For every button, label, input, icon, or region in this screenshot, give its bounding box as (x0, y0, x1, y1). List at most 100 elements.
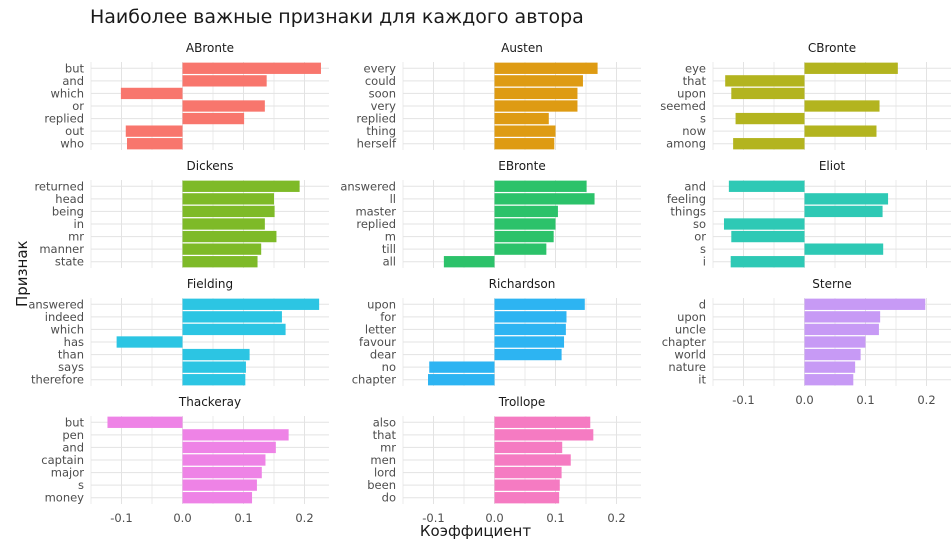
category-label: replied (44, 112, 84, 126)
facet-title: Richardson (489, 277, 556, 291)
bar (126, 138, 183, 150)
x-tick-label: 0.2 (295, 511, 313, 525)
x-axis-label: Коэффициент (419, 522, 532, 540)
bar (182, 361, 246, 373)
bar (804, 125, 877, 137)
category-label: in (74, 217, 84, 231)
facet-title: Eliot (819, 159, 846, 173)
bar (494, 441, 563, 454)
bar (494, 75, 583, 87)
bar (494, 323, 566, 336)
category-label: feeling (667, 192, 706, 206)
bar (107, 416, 183, 428)
category-label: s (700, 112, 706, 126)
bar (804, 62, 898, 74)
x-tick-label: -0.1 (110, 511, 132, 525)
category-label: chapter (662, 335, 707, 349)
category-label: uncle (675, 322, 706, 336)
bar (182, 180, 300, 192)
bar (731, 230, 805, 243)
bar (494, 298, 585, 310)
category-label: major (51, 466, 84, 480)
category-label: it (698, 373, 706, 387)
category-label: and (62, 440, 84, 454)
category-label: nature (668, 360, 706, 374)
x-tick-label: 0.0 (485, 511, 503, 525)
x-tick-label: -0.1 (422, 511, 444, 525)
bar (182, 429, 289, 441)
category-label: so (693, 217, 706, 231)
category-label: herself (357, 137, 397, 151)
bar (120, 87, 183, 100)
facet-title: Thackeray (178, 395, 241, 409)
category-label: eye (685, 61, 706, 75)
category-label: among (666, 137, 706, 151)
category-label: head (55, 192, 84, 206)
bar (494, 87, 578, 100)
category-label: which (50, 322, 84, 336)
bar (735, 112, 805, 125)
bar (494, 230, 554, 243)
bar (804, 298, 926, 310)
facet-panel-austen: Austen everycouldsoonveryrepliedthinghers… (356, 41, 641, 151)
category-label: upon (677, 310, 706, 324)
bar (182, 454, 266, 466)
bar (428, 374, 495, 386)
facet-panel-richardson: Richardson uponforletterfavourdearnochapt… (352, 277, 641, 387)
bar (494, 62, 598, 74)
bar (182, 75, 267, 87)
category-label: out (65, 124, 84, 138)
category-label: being (52, 204, 84, 218)
x-tick-label: -0.1 (732, 393, 754, 407)
bar (182, 256, 258, 268)
category-label: manner (39, 242, 84, 256)
category-label: replied (356, 112, 396, 126)
category-label: that (683, 74, 707, 88)
bar (804, 336, 866, 348)
bar (182, 492, 253, 504)
category-label: dear (370, 348, 396, 362)
bar (494, 218, 556, 230)
category-label: or (694, 230, 706, 244)
category-label: been (367, 478, 396, 492)
category-label: also (373, 415, 396, 429)
category-label: m (385, 230, 396, 244)
category-label: no (382, 360, 396, 374)
facet-title: Sterne (812, 277, 851, 291)
category-label: could (365, 74, 396, 88)
bar (182, 298, 320, 310)
bar (804, 205, 883, 218)
category-label: s (700, 242, 706, 256)
bar (182, 100, 265, 112)
category-label: seemed (660, 99, 706, 113)
bar (494, 429, 594, 441)
category-label: favour (359, 335, 396, 349)
bar (494, 112, 549, 125)
bar (804, 323, 879, 336)
category-label: says (58, 360, 84, 374)
bar (494, 193, 595, 205)
bar (728, 180, 805, 192)
bar (182, 205, 275, 218)
bar (494, 205, 558, 218)
bar (116, 336, 183, 348)
bar (429, 361, 495, 373)
category-label: indeed (45, 310, 84, 324)
category-label: and (684, 179, 706, 193)
category-label: mr (380, 440, 396, 454)
facet-title: ABronte (186, 41, 234, 55)
bar (182, 218, 265, 230)
facet-title: CBronte (808, 41, 856, 55)
category-label: has (64, 335, 84, 349)
x-tick-label: 0.1 (234, 511, 252, 525)
bar (494, 311, 567, 323)
x-tick-label: 0.1 (856, 393, 874, 407)
bar (494, 454, 571, 466)
bar (182, 441, 276, 454)
